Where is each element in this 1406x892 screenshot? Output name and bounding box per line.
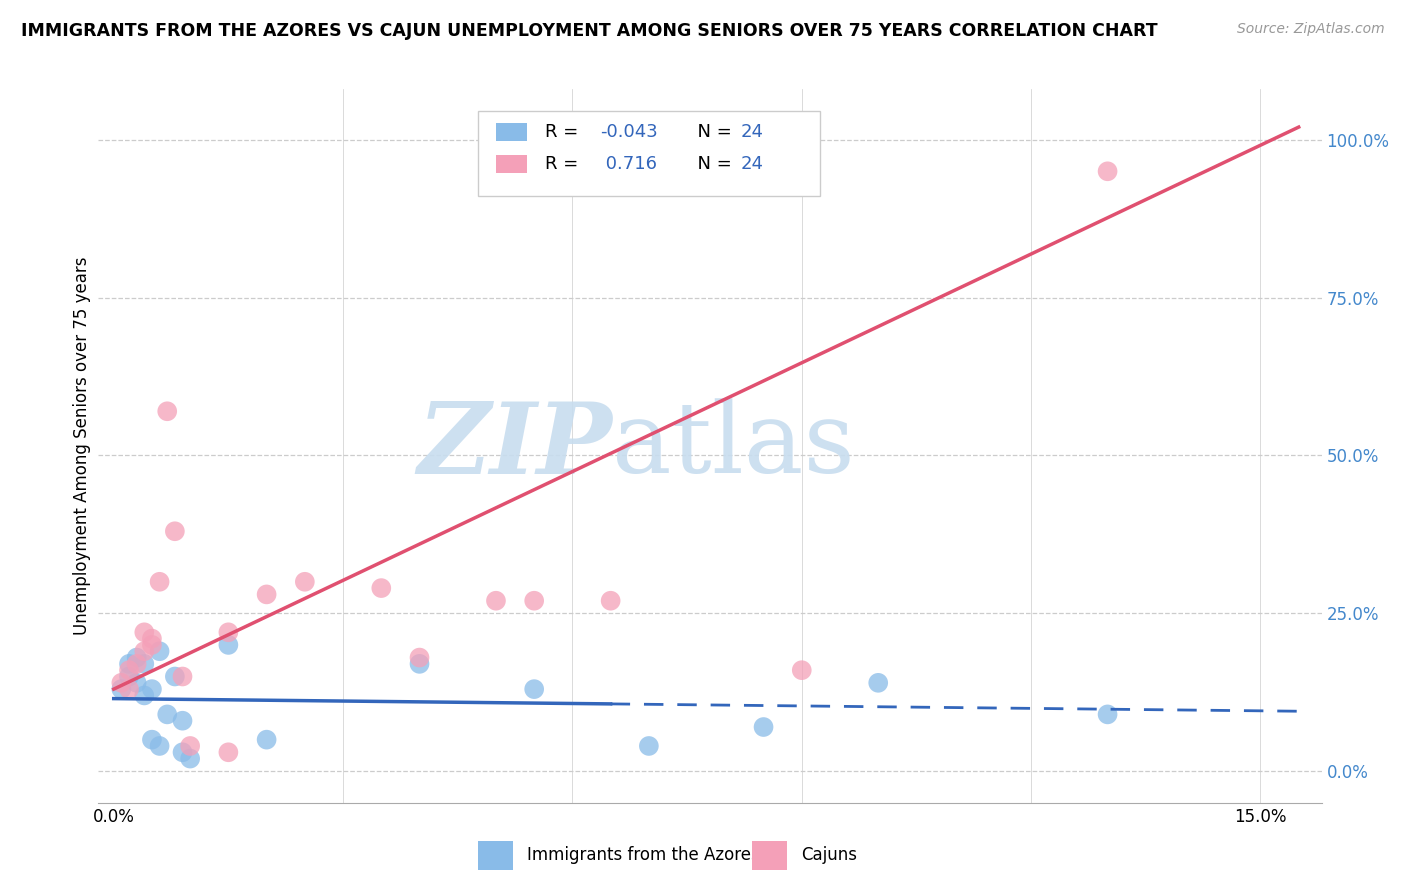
FancyBboxPatch shape [496,155,527,173]
Text: N =: N = [686,123,737,141]
Text: 24: 24 [741,123,763,141]
Point [752,720,775,734]
Point [118,657,141,671]
Point [156,707,179,722]
Point [149,574,172,589]
Text: R =: R = [546,123,583,141]
Point [125,650,148,665]
Text: Cajuns: Cajuns [801,847,858,864]
Text: 24: 24 [741,155,763,173]
Text: atlas: atlas [612,398,855,494]
Text: N =: N = [686,155,737,173]
Point [868,675,890,690]
FancyBboxPatch shape [478,111,820,196]
Point [110,675,132,690]
Point [125,675,148,690]
Text: IMMIGRANTS FROM THE AZORES VS CAJUN UNEMPLOYMENT AMONG SENIORS OVER 75 YEARS COR: IMMIGRANTS FROM THE AZORES VS CAJUN UNEM… [21,22,1157,40]
Point [370,581,392,595]
Point [110,682,132,697]
Point [217,638,239,652]
Text: -0.043: -0.043 [600,123,658,141]
Text: ZIP: ZIP [418,398,612,494]
Point [141,632,163,646]
Point [134,625,156,640]
Point [141,638,163,652]
FancyBboxPatch shape [496,123,527,141]
Point [118,682,141,697]
Point [163,669,186,683]
Point [172,669,194,683]
Y-axis label: Unemployment Among Seniors over 75 years: Unemployment Among Seniors over 75 years [73,257,91,635]
Text: Immigrants from the Azores: Immigrants from the Azores [527,847,761,864]
Point [217,625,239,640]
Point [523,682,546,697]
Point [790,663,813,677]
Point [408,650,430,665]
Text: Source: ZipAtlas.com: Source: ZipAtlas.com [1237,22,1385,37]
Point [179,751,201,765]
Point [217,745,239,759]
Text: 0.716: 0.716 [600,155,657,173]
Text: R =: R = [546,155,583,173]
Point [134,644,156,658]
Point [485,593,508,607]
Point [118,669,141,683]
Point [599,593,621,607]
Point [141,732,163,747]
Point [1097,164,1119,178]
Point [172,745,194,759]
Point [1097,707,1119,722]
Point [149,739,172,753]
Point [134,689,156,703]
Point [523,593,546,607]
Point [134,657,156,671]
Point [118,663,141,677]
Point [141,682,163,697]
Point [163,524,186,539]
Point [179,739,201,753]
Point [149,644,172,658]
Point [172,714,194,728]
Point [125,657,148,671]
Point [294,574,316,589]
Point [156,404,179,418]
Point [637,739,661,753]
Point [256,732,278,747]
Point [408,657,430,671]
Point [256,587,278,601]
